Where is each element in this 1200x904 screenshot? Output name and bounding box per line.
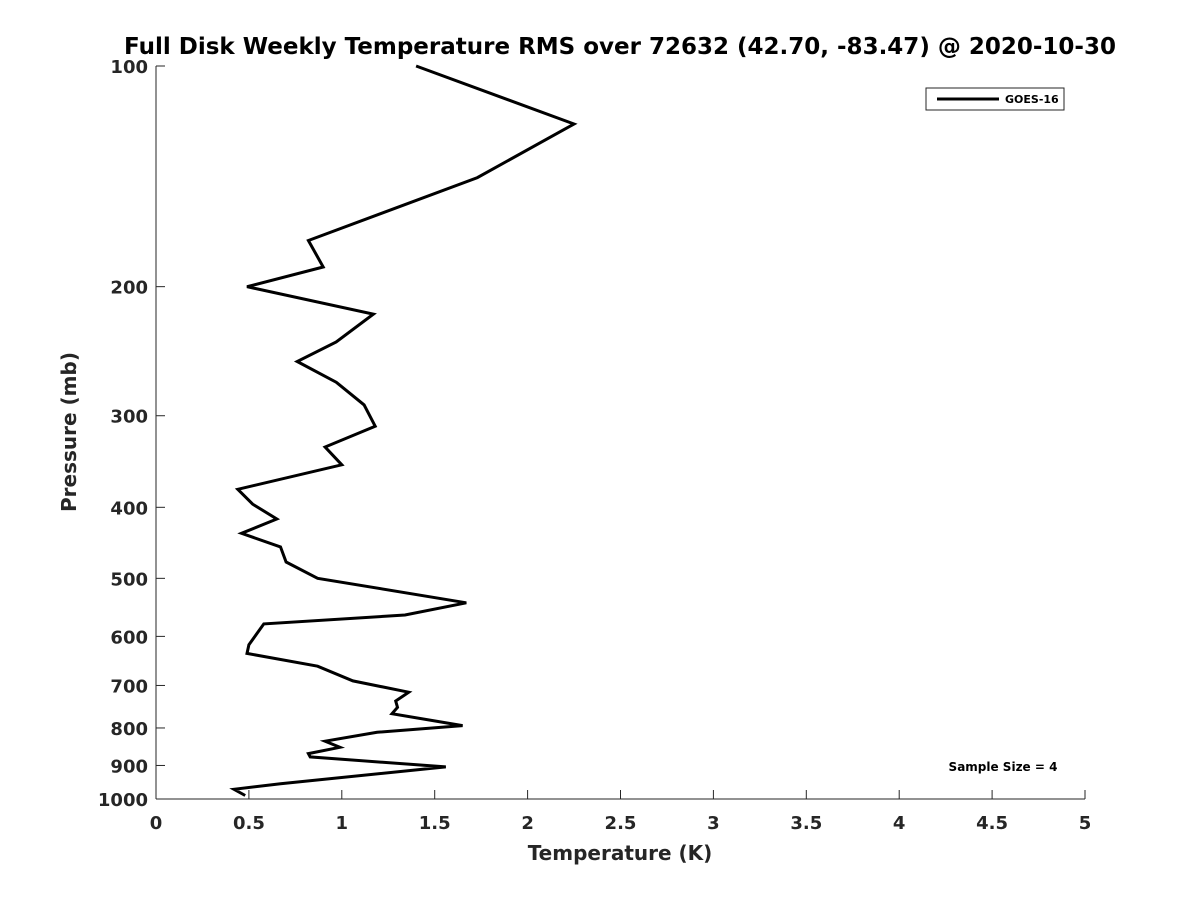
y-tick-label: 100 [110,57,148,78]
x-tick-label: 3 [707,813,720,834]
x-axis-label: Temperature (K) [528,841,713,865]
sample-size-annotation: Sample Size = 4 [949,760,1058,774]
y-tick-label: 500 [110,569,148,590]
x-ticks: 0 0.5 1 1.5 2 2.5 3 3.5 4 4.5 5 [150,790,1092,834]
x-tick-label: 2.5 [605,813,637,834]
chart-title: Full Disk Weekly Temperature RMS over 72… [124,34,1116,60]
y-axis-label: Pressure (mb) [57,352,81,512]
x-tick-label: 4 [893,813,906,834]
y-tick-label: 800 [110,719,148,740]
y-tick-label: 200 [110,278,148,299]
x-tick-label: 2 [521,813,534,834]
x-tick-label: 3.5 [790,813,822,834]
y-ticks: 100 200 300 400 500 600 700 800 900 1000 [98,57,165,811]
legend-entry-goes-16: GOES-16 [1005,93,1059,106]
y-tick-label: 1000 [98,790,148,811]
y-tick-label: 900 [110,756,148,777]
series-layer [229,64,578,797]
x-tick-label: 0 [150,813,163,834]
y-tick-label: 700 [110,676,148,697]
x-tick-label: 5 [1079,813,1092,834]
y-tick-label: 300 [110,407,148,428]
x-tick-label: 0.5 [233,813,265,834]
x-tick-label: 4.5 [976,813,1008,834]
y-tick-label: 400 [110,498,148,519]
y-tick-label: 600 [110,627,148,648]
legend: GOES-16 [925,87,1065,111]
series-line-goes-16 [229,64,578,797]
x-tick-label: 1.5 [419,813,451,834]
x-tick-label: 1 [336,813,349,834]
